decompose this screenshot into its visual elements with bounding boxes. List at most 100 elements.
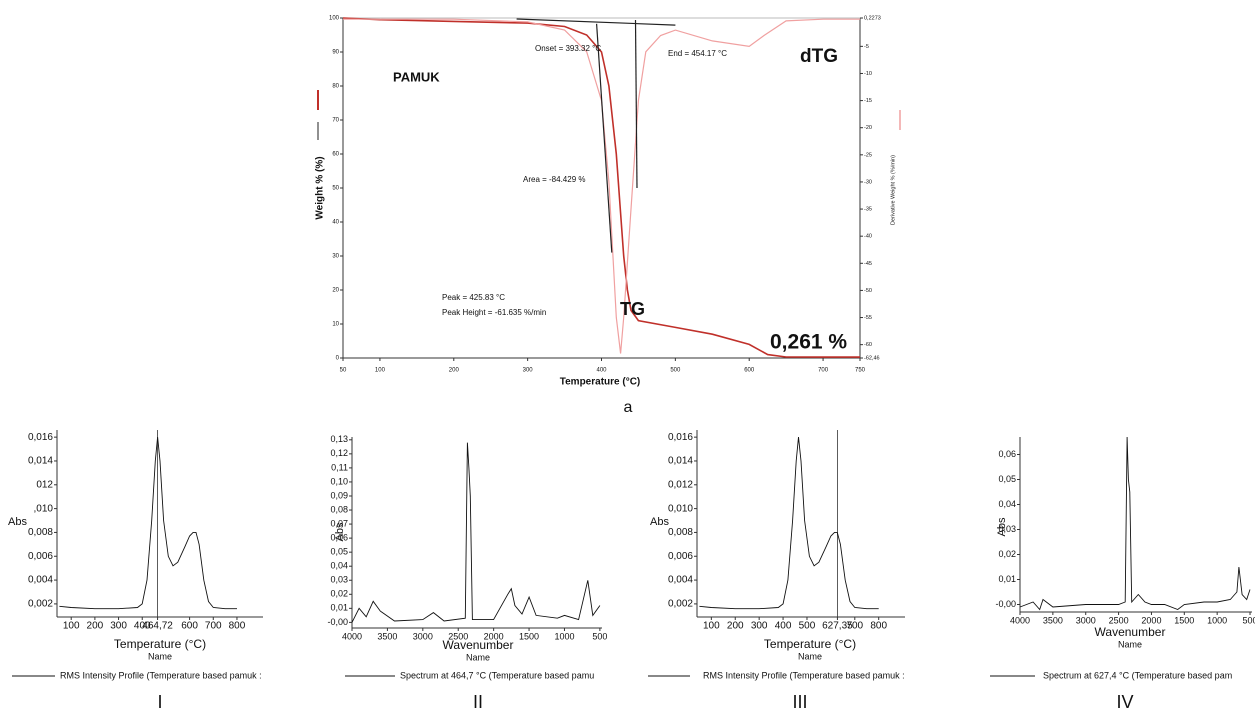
y2-tick-label: -60 <box>864 342 872 348</box>
y-tick-label: 0,004 <box>28 575 53 586</box>
y2-tick-label: -25 <box>864 152 872 158</box>
y2-tick-label: -50 <box>864 288 872 294</box>
y-tick-label: 0,04 <box>330 561 348 571</box>
y-tick-label: 0,016 <box>668 432 693 443</box>
y-axis-title: Weight % (%) <box>315 156 326 219</box>
x-tick-label: 200 <box>727 621 744 632</box>
y-tick-label: 0,06 <box>330 532 348 542</box>
y2-axis-title: Derivative Weight % (%/min) <box>890 155 896 225</box>
x-tick-label: 2500 <box>448 631 468 641</box>
y-tick-label: 0,014 <box>28 456 53 467</box>
x-tick-label: 700 <box>818 368 829 374</box>
y2-tick-label: -10 <box>864 71 872 77</box>
y-tick-label: 0,03 <box>998 524 1016 534</box>
legend-clip: Spectrum at 627,4 °C (Temperature based … <box>1043 670 1232 680</box>
caption: IV <box>1116 692 1133 712</box>
x-tick-label: 2000 <box>484 631 504 641</box>
x-tick-label: 100 <box>703 621 720 632</box>
x-tick-label: 200 <box>449 368 460 374</box>
y-tick-label: 0,008 <box>668 527 693 538</box>
y-tick-label: -0,00 <box>995 599 1016 609</box>
y2-tick-label: -55 <box>864 315 872 321</box>
y-tick-label: 0,10 <box>330 476 348 486</box>
y-tick-label: 60 <box>332 152 339 158</box>
y-tick-label: 0,13 <box>330 434 348 444</box>
x-axis-title: Wavenumber <box>1095 625 1166 639</box>
y-tick-label: 0,002 <box>668 599 693 610</box>
legend-label: RMS Intensity Profile (Temperature based… <box>60 670 262 680</box>
x-axis-title: Wavenumber <box>443 638 514 652</box>
x-tick-label: 464,72 <box>142 621 173 632</box>
y-tick-label: 0,002 <box>28 599 53 610</box>
series-line <box>59 437 237 610</box>
x-tick-label: 700 <box>846 621 863 632</box>
y-tick-label: 50 <box>332 186 339 192</box>
x-tick-label: 3500 <box>1043 615 1063 625</box>
y-tick-label: 80 <box>332 84 339 90</box>
y-axis-title: Abs <box>334 522 346 541</box>
y-tick-label: 0,010 <box>668 503 693 514</box>
x-tick-label: 600 <box>744 368 755 374</box>
series-line <box>516 18 676 26</box>
y-tick-label: 10 <box>332 322 339 328</box>
y-tick-label: 0,02 <box>998 549 1016 559</box>
x-tick-label: 300 <box>110 621 127 632</box>
series-line <box>1019 436 1251 611</box>
x-tick-label: 1000 <box>1207 615 1227 625</box>
y2-tick-label: -5 <box>864 44 869 50</box>
x-axis-title: Temperature (°C) <box>114 637 206 651</box>
y-axis-title: Abs <box>996 517 1008 536</box>
legend-clip: RMS Intensity Profile (Temperature based… <box>703 670 905 680</box>
legend-label: Spectrum at 627,4 °C (Temperature based … <box>1043 670 1232 680</box>
y2-tick-label: 0,2273 <box>864 15 881 21</box>
y2-tick-label: -40 <box>864 234 872 240</box>
y-tick-label: 0 <box>336 356 340 362</box>
caption: a <box>624 399 633 416</box>
x-tick-label: 1500 <box>1174 615 1194 625</box>
legend-label: RMS Intensity Profile (Temperature based… <box>703 670 905 680</box>
series-line <box>699 437 879 610</box>
y2-tick-label: -35 <box>864 207 872 213</box>
annotation: End = 454.17 °C <box>668 49 727 58</box>
y2-tick-label: -30 <box>864 179 872 185</box>
y-tick-label: 90 <box>332 50 339 56</box>
series-line <box>634 19 638 189</box>
x-tick-label: 3000 <box>1076 615 1096 625</box>
annotation: TG <box>620 299 645 319</box>
name-label: Name <box>148 651 172 661</box>
series-line <box>343 18 860 354</box>
x-tick-label: 50 <box>340 368 347 374</box>
y2-tick-label: -62,46 <box>864 355 880 361</box>
caption: III <box>792 692 807 712</box>
y-tick-label: 0,09 <box>330 490 348 500</box>
y-tick-label: 012 <box>36 479 53 490</box>
y-tick-label: 0,06 <box>998 449 1016 459</box>
annotation: 0,261 % <box>770 331 847 354</box>
y-tick-label: 40 <box>332 220 339 226</box>
x-tick-label: 400 <box>134 621 151 632</box>
x-tick-label: 200 <box>87 621 104 632</box>
y-tick-label: ,010 <box>34 503 54 514</box>
y-tick-label: 20 <box>332 288 339 294</box>
x-tick-label: 600 <box>181 621 198 632</box>
x-tick-label: 1500 <box>519 631 539 641</box>
legend-label: Spectrum at 464,7 °C (Temperature based … <box>400 670 594 680</box>
y2-tick-label: -45 <box>864 261 872 267</box>
x-tick-label: 500 <box>592 631 607 641</box>
x-tick-label: 4000 <box>342 631 362 641</box>
x-tick-label: 100 <box>375 368 386 374</box>
y-tick-label: 0,07 <box>330 518 348 528</box>
y-tick-label: 0,006 <box>668 551 693 562</box>
y-tick-label: 0,01 <box>330 603 348 613</box>
series-line <box>351 442 601 623</box>
y-tick-label: 0,008 <box>28 527 53 538</box>
name-label: Name <box>798 651 822 661</box>
y2-tick-label: -20 <box>864 125 872 131</box>
y-tick-label: 100 <box>329 16 340 22</box>
y-tick-label: 70 <box>332 118 339 124</box>
annotation: Area = -84.429 % <box>523 175 585 184</box>
y-tick-label: 0,014 <box>668 456 693 467</box>
x-axis-title: Temperature (°C) <box>764 637 856 651</box>
y-tick-label: 0,02 <box>330 589 348 599</box>
